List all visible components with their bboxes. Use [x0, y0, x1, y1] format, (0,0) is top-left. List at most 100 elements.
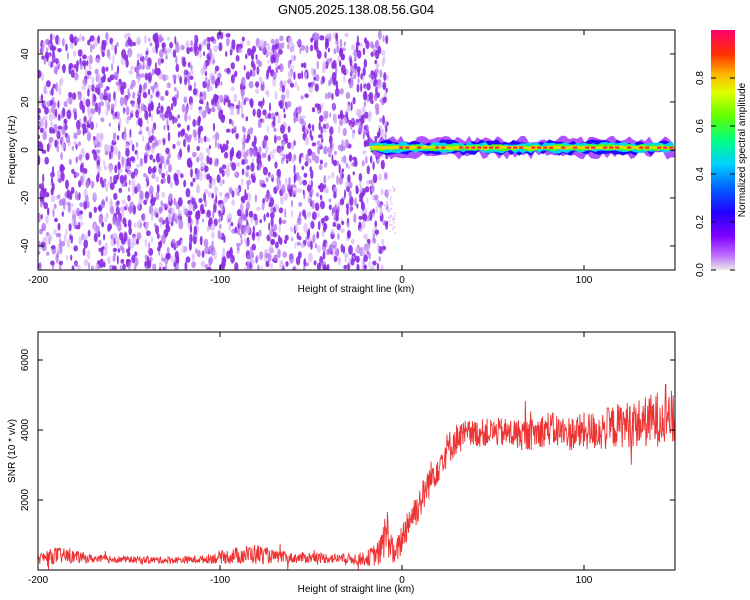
noise-cell: [195, 248, 198, 255]
noise-cell: [252, 225, 255, 234]
noise-cell: [319, 115, 324, 123]
noise-cell: [145, 196, 148, 203]
noise-cell: [391, 228, 394, 230]
noise-cell: [149, 154, 154, 161]
noise-cell: [208, 183, 213, 189]
noise-cell: [382, 115, 385, 125]
noise-cell: [347, 174, 351, 184]
noise-cell: [158, 102, 161, 109]
carrier-peak: [591, 146, 596, 149]
noise-cell: [87, 110, 91, 118]
noise-cell: [333, 113, 337, 121]
noise-cell: [105, 109, 109, 116]
noise-cell: [387, 207, 389, 209]
noise-cell: [59, 238, 62, 247]
noise-cell: [101, 180, 105, 188]
x-tick-label: 0: [399, 275, 405, 286]
noise-cell: [105, 86, 110, 91]
noise-cell: [188, 241, 192, 251]
noise-cell: [88, 211, 93, 219]
noise-cell: [83, 61, 86, 70]
noise-cell: [150, 236, 154, 244]
noise-cell: [97, 73, 101, 84]
noise-cell: [388, 231, 391, 233]
noise-cell: [128, 226, 132, 236]
noise-cell: [343, 41, 346, 47]
colorbar-tick-label: 0.6: [695, 119, 706, 133]
noise-cell: [338, 125, 341, 134]
noise-cell: [302, 179, 308, 186]
noise-cell: [79, 33, 82, 42]
noise-cell: [299, 47, 302, 55]
noise-cell: [339, 38, 343, 49]
noise-cell: [174, 87, 177, 92]
noise-cell: [220, 114, 225, 123]
noise-cell: [304, 93, 309, 98]
noise-cell: [272, 56, 276, 64]
noise-cell: [236, 107, 240, 115]
noise-cell: [77, 49, 83, 57]
noise-cell: [177, 170, 181, 176]
colorbar: 0.0 0.2 0.4 0.6 0.8 Normalized spectral ampl…: [695, 30, 748, 277]
noise-cell: [214, 132, 220, 141]
noise-cell: [187, 158, 192, 168]
noise-cell: [68, 158, 72, 165]
noise-cell: [315, 74, 320, 82]
noise-cell: [333, 191, 337, 199]
noise-cell: [155, 43, 158, 54]
noise-cell: [235, 133, 239, 140]
noise-cell: [281, 156, 284, 165]
noise-cell: [217, 142, 220, 150]
noise-cell: [41, 189, 46, 199]
noise-cell: [129, 156, 135, 162]
noise-cell: [254, 88, 260, 95]
noise-cell: [131, 144, 135, 152]
carrier-peak: [669, 146, 674, 149]
noise-cell: [316, 60, 319, 70]
noise-cell: [360, 83, 363, 93]
noise-cell: [218, 217, 221, 223]
noise-cell: [327, 47, 330, 53]
noise-cell: [341, 139, 344, 148]
noise-cell: [323, 175, 327, 184]
noise-cell: [78, 213, 83, 220]
noise-cell: [340, 243, 344, 253]
noise-cell: [97, 35, 100, 44]
noise-cell: [198, 198, 203, 203]
noise-cell: [269, 102, 271, 112]
noise-cell: [97, 140, 100, 148]
noise-cell: [287, 43, 290, 50]
noise-cell: [393, 215, 396, 217]
x-tick-label: 100: [576, 275, 593, 286]
noise-cell: [387, 197, 389, 200]
noise-cell: [393, 226, 395, 228]
noise-cell: [364, 91, 367, 101]
noise-cell: [363, 264, 368, 270]
noise-cell: [325, 122, 330, 129]
noise-cell: [203, 51, 206, 57]
noise-cell: [100, 132, 104, 141]
noise-cell: [366, 94, 370, 103]
noise-cell: [91, 76, 95, 86]
noise-cell: [275, 241, 279, 249]
noise-cell: [82, 54, 87, 60]
noise-cell: [158, 206, 164, 212]
noise-cell: [338, 164, 341, 174]
noise-cell: [209, 144, 211, 150]
noise-cell: [246, 236, 250, 247]
noise-cell: [61, 142, 65, 150]
carrier-peak: [405, 146, 410, 149]
noise-cell: [109, 151, 112, 160]
noise-cell: [38, 212, 41, 223]
noise-cell: [269, 174, 274, 179]
noise-cell: [42, 40, 46, 49]
noise-cell: [86, 121, 90, 128]
noise-cell: [70, 34, 74, 44]
noise-cell: [136, 232, 142, 240]
noise-cell: [196, 249, 201, 258]
noise-cell: [255, 54, 258, 60]
noise-cell: [127, 194, 131, 202]
noise-cell: [372, 260, 377, 266]
noise-cell: [38, 134, 41, 140]
